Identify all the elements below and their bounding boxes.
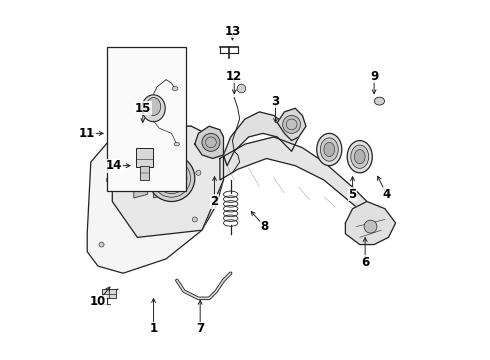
Ellipse shape [354,149,365,164]
Text: 2: 2 [211,195,219,208]
Text: 14: 14 [106,159,122,172]
Ellipse shape [351,145,368,168]
Circle shape [106,177,111,183]
Text: 13: 13 [224,25,241,38]
Bar [136,148,153,167]
Text: 1: 1 [149,322,158,335]
Text: 11: 11 [79,127,96,140]
Bar [101,289,116,298]
Circle shape [163,169,180,187]
Bar [140,166,149,180]
Polygon shape [173,184,187,198]
Text: 6: 6 [361,256,369,269]
Polygon shape [112,126,223,237]
Polygon shape [223,112,299,166]
Circle shape [237,84,245,93]
Circle shape [192,217,197,222]
Bar [107,47,186,191]
Ellipse shape [317,134,342,166]
Text: 12: 12 [226,69,243,82]
Ellipse shape [320,138,338,161]
Polygon shape [134,184,147,198]
Ellipse shape [324,142,335,157]
Ellipse shape [374,97,385,105]
Text: 3: 3 [271,95,279,108]
Ellipse shape [347,140,372,173]
Ellipse shape [172,86,178,91]
Text: 5: 5 [348,188,357,201]
Text: 10: 10 [90,296,106,309]
Text: 7: 7 [196,322,204,335]
Circle shape [99,242,104,247]
Polygon shape [161,142,174,158]
Polygon shape [220,137,370,216]
Ellipse shape [142,95,165,122]
Circle shape [364,220,377,233]
Polygon shape [195,126,223,158]
Polygon shape [87,126,223,273]
Polygon shape [122,142,135,158]
Circle shape [196,170,201,175]
Text: 4: 4 [383,188,391,201]
Polygon shape [141,142,155,158]
Ellipse shape [174,142,179,146]
Text: 9: 9 [370,69,378,82]
Circle shape [148,155,195,202]
Polygon shape [153,184,167,198]
Text: 15: 15 [135,102,151,115]
Polygon shape [345,202,395,244]
Circle shape [202,134,220,151]
Polygon shape [277,108,306,140]
Text: 8: 8 [261,220,269,233]
Circle shape [283,116,300,134]
Ellipse shape [147,98,161,116]
